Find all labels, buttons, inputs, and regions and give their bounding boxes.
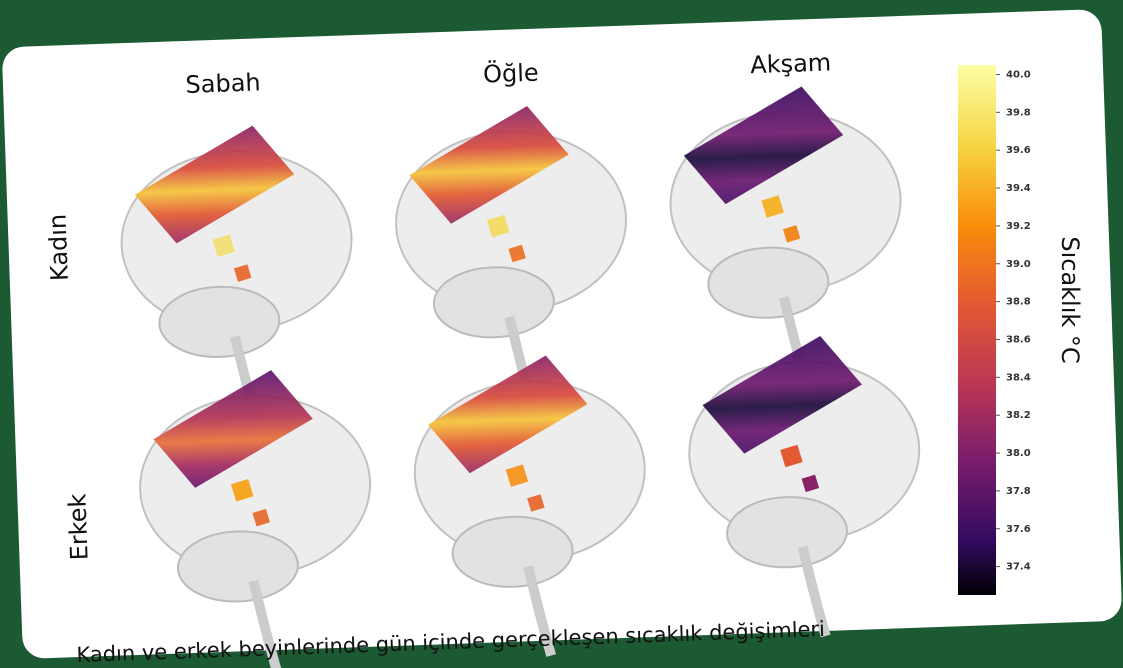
colorbar-tick-label: 37.8 (1006, 486, 1031, 497)
cerebellum (158, 285, 281, 358)
brain-stem (797, 545, 831, 638)
colorbar-tick-label: 38.4 (1006, 372, 1031, 383)
column-label: Akşam (750, 48, 832, 79)
cerebellum (707, 246, 830, 319)
colorbar (958, 65, 996, 595)
colorbar-tick-label: 38.6 (1006, 334, 1031, 345)
row-label: Kadın (44, 213, 74, 281)
colorbar-label: Sıcaklık °C (1056, 236, 1084, 363)
colorbar-ticks: 40.0 39.8 39.6 39.4 39.2 39.0 38.8 38.6 38.4 38.2… (996, 69, 1031, 573)
row-label: Erkek (63, 493, 93, 561)
heat-slab (153, 370, 313, 488)
brain-stem (523, 565, 557, 657)
colorbar-tick-label: 39.2 (1006, 221, 1031, 232)
heat-slab (134, 125, 295, 244)
colorbar-tick-label: 37.6 (1006, 524, 1031, 535)
heat-cube (505, 464, 529, 487)
cerebellum (176, 530, 299, 603)
colorbar-tick-label: 38.0 (1006, 448, 1031, 459)
colorbar-tick-label: 39.6 (1006, 145, 1031, 156)
colorbar-tick-label: 38.8 (1006, 297, 1031, 308)
column-label: Öğle (483, 58, 540, 89)
cerebellum (726, 496, 849, 569)
heat-slab (702, 335, 862, 454)
cerebellum (451, 515, 574, 588)
heat-cube (508, 244, 526, 263)
card-group: Sabah Öğle Akşam Kadın Erkek Kadın ve er… (2, 9, 1122, 668)
colorbar-tick-label: 39.4 (1006, 183, 1031, 194)
heat-cube (231, 478, 254, 502)
heat-cube (801, 474, 820, 493)
column-label: Sabah (185, 68, 261, 99)
heat-cube (761, 195, 784, 218)
heat-slab (428, 355, 588, 474)
heat-cube (782, 225, 801, 243)
colorbar-tick-label: 38.2 (1006, 410, 1031, 421)
colorbar-tick-label: 37.4 (1006, 562, 1031, 573)
heat-slab (409, 106, 569, 224)
brains (120, 86, 921, 668)
heat-slab (683, 86, 844, 205)
heat-cube (780, 444, 803, 468)
heat-cube (486, 214, 510, 238)
colorbar-tick-label: 39.8 (1006, 107, 1031, 118)
heat-cube (212, 234, 235, 257)
heat-cube (527, 494, 545, 512)
heat-cube (233, 264, 252, 282)
colorbar-tick-label: 40.0 (1006, 69, 1031, 80)
brain-stem (248, 579, 282, 668)
colorbar-tick-label: 39.0 (1006, 259, 1031, 270)
cerebellum (432, 266, 555, 339)
heat-cube (252, 508, 270, 527)
